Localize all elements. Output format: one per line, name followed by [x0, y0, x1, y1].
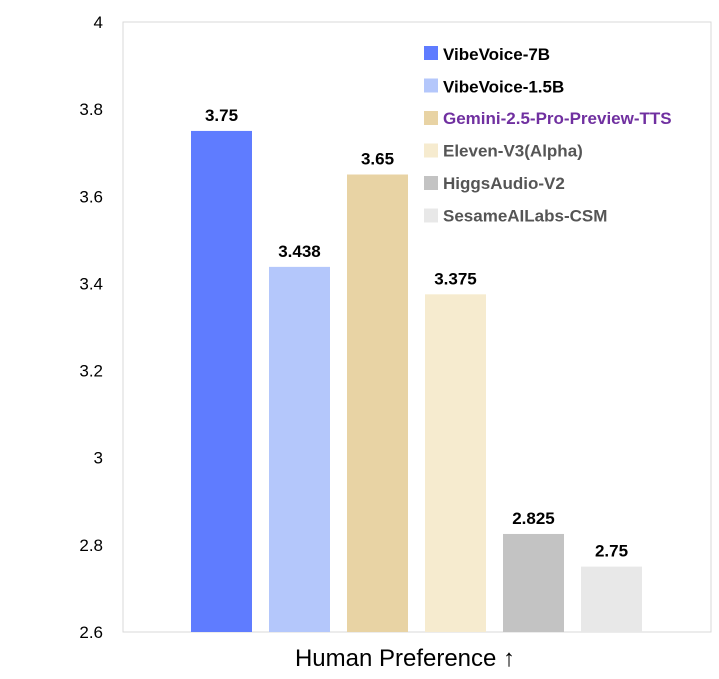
legend-swatch	[424, 78, 438, 93]
y-tick-label: 3.2	[79, 362, 103, 381]
y-tick-label: 2.6	[79, 623, 103, 642]
bar-higgsaudio-v2	[503, 533, 564, 632]
legend-swatch	[424, 208, 438, 223]
y-axis-ticks: 2.6 2.8 3 3.2 3.4 3.6 3.8 4	[79, 13, 103, 642]
legend-label: HiggsAudio-V2	[443, 174, 565, 193]
data-label: 3.65	[361, 150, 394, 169]
x-axis-label: Human Preference ↑	[295, 645, 515, 672]
data-label: 3.438	[278, 242, 321, 261]
legend-swatch	[424, 143, 438, 158]
y-tick-label: 2.8	[79, 536, 103, 555]
bars	[191, 130, 642, 632]
plot-frame	[122, 21, 712, 633]
legend-label: Eleven-V3(Alpha)	[443, 142, 583, 161]
legend-label: VibeVoice-7B	[443, 45, 550, 64]
data-label: 3.75	[205, 106, 238, 125]
data-label: 2.825	[512, 509, 555, 528]
bar-vibevoice-1-5b	[269, 266, 330, 632]
y-tick-label: 3	[94, 449, 103, 468]
legend-swatch	[424, 46, 438, 60]
y-tick-label: 3.8	[79, 100, 103, 119]
bar-eleven-v3-alpha-	[425, 294, 486, 632]
bar-gemini-2-5-pro-preview-tts	[347, 174, 408, 632]
legend: VibeVoice-7B VibeVoice-1.5B Gemini-2.5-Pro…	[424, 45, 672, 226]
legend-swatch	[424, 111, 438, 125]
bar-sesameailabs-csm	[581, 566, 642, 632]
y-tick-label: 3.6	[79, 187, 103, 206]
bar-vibevoice-7b	[191, 130, 252, 632]
y-tick-label: 4	[94, 13, 103, 32]
data-label: 2.75	[595, 542, 628, 561]
data-label: 3.375	[434, 269, 477, 288]
legend-swatch	[424, 176, 438, 190]
legend-label: Gemini-2.5-Pro-Preview-TTS	[443, 109, 672, 128]
legend-label: SesameAILabs-CSM	[443, 207, 607, 226]
y-tick-label: 3.4	[79, 274, 103, 293]
legend-label: VibeVoice-1.5B	[443, 78, 564, 97]
data-labels: 3.75 3.438 3.65 3.375 2.825 2.75	[205, 106, 628, 561]
